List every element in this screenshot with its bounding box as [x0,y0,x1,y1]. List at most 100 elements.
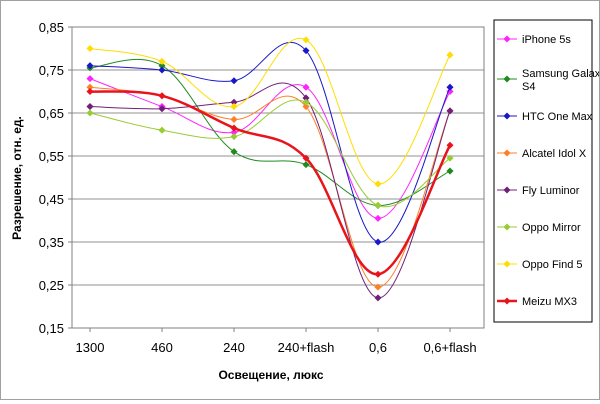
y-tick-label: 0,85 [39,20,64,35]
data-point [302,94,310,102]
legend-marker [503,186,511,194]
data-point [86,87,94,96]
legend-item: Alcatel Idol X [497,148,587,160]
data-point [374,283,382,291]
data-point [302,47,310,55]
data-point [446,167,454,175]
data-point [86,83,94,91]
legend-marker [503,35,511,43]
x-tick-label: 1300 [76,340,105,355]
data-point [374,270,382,278]
series-line [89,78,451,219]
data-point [230,77,238,85]
y-axis: 0,15 0,25 0,35 0,45 0,55 0,65 0,75 0,85 [39,20,72,336]
series-group [86,36,454,302]
data-point [374,294,382,302]
data-point [86,109,94,117]
legend-marker [503,223,511,231]
y-tick-label: 0,45 [39,192,64,207]
legend-label: Alcatel Idol X [522,148,587,160]
legend-marker [503,112,511,120]
x-tick-label: 0,6+flash [423,340,476,355]
data-point [230,133,238,141]
data-point [374,180,382,188]
data-point [446,154,454,162]
data-point [374,238,382,246]
data-point [446,87,454,96]
legend-label: Oppo Find 5 [522,259,583,271]
data-point [158,126,166,134]
series-meizu-mx3 [86,87,454,278]
y-tick-label: 0,55 [39,149,64,164]
data-point [446,107,454,115]
data-point [374,201,382,209]
legend-box [493,19,593,323]
data-point [230,98,238,106]
x-axis-label: Освещение, люкс [218,368,323,382]
series-oppo-mirror [86,98,454,209]
legend-item: Oppo Find 5 [497,259,583,271]
legend-label: Fly Luminor [522,185,580,197]
y-tick-label: 0,25 [39,278,64,293]
data-point [302,98,310,106]
legend-item: Samsung Galaxy S4 [497,68,600,93]
data-point [86,44,94,53]
data-point [374,214,382,222]
series-htc-one-max [86,42,454,246]
data-point [446,83,454,91]
legend-item: Fly Luminor [497,185,580,197]
legend-item: Oppo Mirror [497,222,581,234]
x-tick-label: 460 [151,340,173,355]
series-line [89,42,451,243]
series-line [89,90,452,276]
series-alcatel-idol-x [86,83,454,291]
legend-marker [503,149,511,157]
legend-item: Meizu MX3 [497,296,577,308]
legend-label: Samsung Galaxy S4 [522,68,599,93]
legend: iPhone 5s Samsung Galaxy S4 HTC One Max Alca… [493,19,600,323]
x-tick-label: 240+flash [278,340,335,355]
data-point [302,36,310,44]
data-point [446,141,454,149]
data-point [230,115,238,123]
series-oppo-find-5 [86,36,454,188]
y-tick-label: 0,35 [39,235,64,250]
data-point [158,105,166,113]
legend-label: HTC One Max [522,111,593,123]
legend-item: iPhone 5s [497,34,571,46]
data-point [302,83,310,91]
legend-label: Oppo Mirror [522,222,581,234]
y-tick-label: 0,75 [39,63,64,78]
data-point [446,51,454,59]
y-axis-label: Разрешение, отн. ед. [10,116,24,240]
legend-marker [503,297,511,305]
series-fly-luminor [86,82,454,302]
gridlines [72,69,484,286]
y-tick-label: 0,65 [39,106,64,121]
legend-item: HTC One Max [497,111,593,123]
data-point [302,154,310,162]
legend-marker [503,260,511,268]
data-point [230,148,238,156]
data-point [158,57,166,65]
data-point [158,92,166,100]
data-point [86,75,94,83]
data-point [86,62,94,70]
data-point [86,103,94,111]
series-iphone-5s [86,75,454,222]
series-samsung-galaxy-s4 [86,58,454,209]
y-tick-label: 0,15 [39,321,64,336]
data-point [230,124,238,132]
legend-marker [503,75,511,83]
x-tick-label: 0,6 [369,340,387,355]
series-line [89,82,451,299]
data-point [158,62,166,70]
series-line [89,86,451,288]
data-point [302,103,310,111]
legend-label: Meizu MX3 [522,296,577,308]
x-axis: 1300 460 240 240+flash 0,6 0,6+flash [76,328,477,355]
data-point [230,103,238,111]
x-tick-label: 240 [223,340,245,355]
data-point [302,161,310,169]
